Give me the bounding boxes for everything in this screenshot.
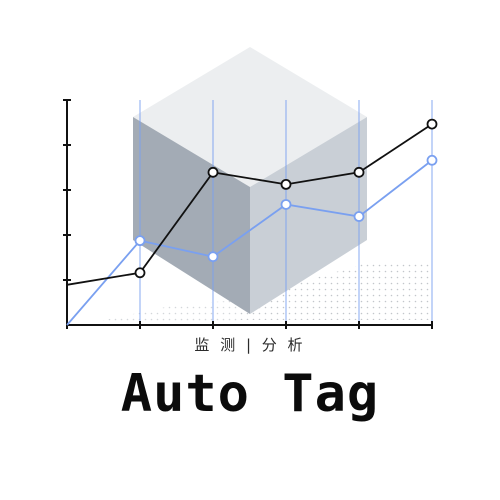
tagline: 监 测 | 分 析: [194, 336, 306, 354]
data-point: [207, 251, 219, 263]
chart-axes: [63, 99, 433, 329]
data-point: [134, 235, 146, 247]
data-point: [280, 178, 292, 190]
data-point: [207, 166, 219, 178]
series-line: [66, 159, 433, 326]
data-point: [280, 199, 292, 210]
data-point: [426, 154, 438, 166]
cube-right-face: [250, 117, 367, 314]
brand-name: Auto Tag: [120, 364, 380, 424]
data-point: [353, 211, 365, 222]
data-point: [353, 166, 365, 178]
series-line: [66, 123, 433, 286]
data-point: [426, 118, 438, 130]
chart-series: [66, 118, 438, 326]
data-point: [134, 267, 146, 279]
cube-shadow-left: [95, 300, 240, 322]
cube-shadow: [240, 262, 430, 320]
cube-left-face: [133, 117, 250, 314]
